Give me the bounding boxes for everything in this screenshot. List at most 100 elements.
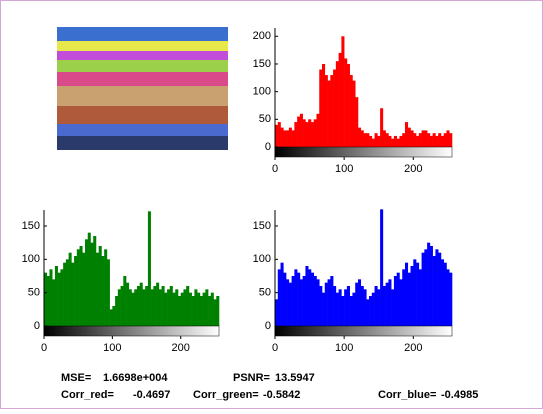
x-tick-label: 200 — [404, 342, 422, 354]
bar — [324, 75, 328, 147]
bar — [294, 269, 298, 326]
colorbar — [43, 325, 220, 337]
bar — [150, 289, 154, 326]
bar — [283, 272, 287, 326]
bar — [54, 266, 58, 326]
bar — [71, 262, 75, 326]
bar — [291, 276, 295, 326]
y-tick-label: 150 — [22, 220, 40, 232]
bar — [338, 52, 342, 147]
bar — [352, 80, 356, 147]
bar — [391, 289, 395, 326]
bar — [85, 239, 89, 326]
bar — [153, 286, 157, 326]
bar — [286, 279, 290, 326]
y-tick-label: 100 — [22, 253, 40, 265]
bar — [319, 286, 323, 326]
bar — [319, 69, 323, 147]
bar — [164, 292, 168, 326]
bar — [335, 292, 339, 326]
y-tick-label: 0 — [265, 320, 271, 332]
bar — [371, 138, 375, 147]
bar — [308, 269, 312, 326]
bar — [341, 36, 345, 148]
bar — [349, 296, 353, 326]
bar — [194, 289, 198, 326]
bar — [396, 138, 400, 147]
y-tick-label: 50 — [259, 287, 271, 299]
bar — [169, 286, 173, 326]
corr-blue-value: -0.4985 — [441, 389, 478, 401]
bar — [399, 135, 403, 147]
y-tick-label: 50 — [259, 113, 271, 125]
bar — [299, 279, 303, 326]
bar — [76, 249, 80, 326]
mse-label: MSE= — [61, 372, 91, 384]
bar — [382, 286, 386, 326]
bar — [421, 130, 425, 147]
image — [57, 27, 228, 150]
bar — [333, 69, 337, 147]
bar — [90, 242, 94, 326]
bar — [429, 135, 433, 147]
bar — [305, 266, 309, 326]
bar — [344, 58, 348, 147]
y-tick-label: 0 — [34, 320, 40, 332]
bar — [216, 296, 220, 326]
bar — [313, 119, 317, 147]
bar — [109, 309, 113, 326]
bar — [288, 282, 292, 326]
bar — [335, 61, 339, 147]
corr-red-label: Corr_red= — [61, 389, 114, 401]
bar — [393, 135, 397, 147]
bar — [404, 122, 409, 147]
bar — [202, 292, 206, 326]
bar — [374, 133, 378, 147]
bar — [131, 292, 135, 326]
bar — [136, 286, 141, 326]
bar — [57, 272, 61, 326]
bar — [167, 289, 171, 326]
bar — [427, 242, 431, 326]
bar — [139, 282, 143, 326]
bar — [432, 133, 436, 147]
bar — [346, 63, 350, 147]
bar — [186, 286, 190, 326]
bar — [322, 63, 326, 147]
bar — [120, 286, 124, 326]
bar — [374, 286, 378, 326]
bar — [404, 262, 409, 326]
bar — [360, 286, 364, 326]
bar — [299, 113, 303, 147]
colorbar — [274, 146, 453, 158]
bar — [416, 262, 420, 326]
corr-green-label: Corr_green= — [193, 389, 259, 401]
bar — [310, 272, 315, 326]
bar — [277, 122, 281, 147]
metrics: MSE= 1.6698e+004 PSNR= 13.5947 Corr_red=… — [61, 372, 478, 401]
bar — [177, 296, 182, 326]
bar — [208, 296, 212, 326]
bar — [324, 282, 328, 326]
bar — [46, 276, 50, 326]
bar — [377, 289, 381, 326]
mse-value: 1.6698e+004 — [103, 372, 168, 384]
bar — [363, 133, 367, 147]
bar — [402, 269, 406, 326]
bar — [330, 276, 334, 326]
bar — [377, 135, 381, 147]
y-tick-label: 200 — [253, 30, 271, 42]
bar — [421, 252, 425, 326]
bar — [302, 119, 306, 147]
bar — [310, 122, 315, 147]
bar — [93, 236, 97, 326]
bar — [297, 272, 301, 326]
bar — [180, 292, 184, 326]
bar — [443, 262, 447, 326]
bar — [68, 252, 72, 326]
bar — [313, 276, 317, 326]
bar — [449, 272, 453, 326]
bar — [98, 246, 102, 326]
bar — [316, 279, 320, 326]
bar — [363, 289, 367, 326]
